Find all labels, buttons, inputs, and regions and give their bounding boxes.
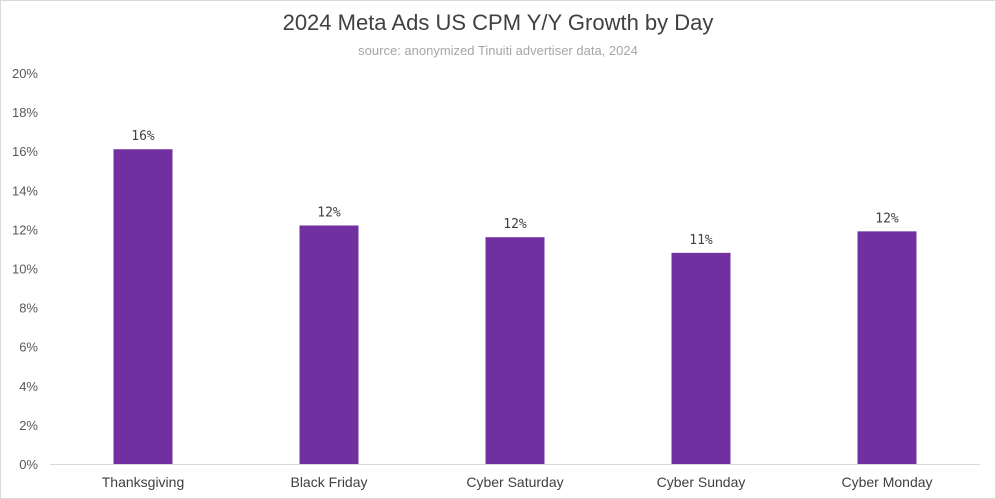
y-tick-label: 14%: [12, 183, 38, 198]
data-label: 12%: [503, 217, 527, 232]
data-label: 11%: [689, 233, 713, 248]
category-label: Black Friday: [290, 474, 367, 490]
chart-subtitle: source: anonymized Tinuiti advertiser da…: [358, 43, 638, 58]
category-label: Cyber Monday: [841, 474, 932, 490]
y-tick-label: 16%: [12, 144, 38, 159]
chart-title: 2024 Meta Ads US CPM Y/Y Growth by Day: [282, 10, 714, 35]
y-tick-label: 2%: [19, 418, 38, 433]
category-label: Cyber Saturday: [466, 474, 563, 490]
data-label: 16%: [131, 129, 155, 144]
category-label: Thanksgiving: [102, 474, 185, 490]
data-labels: 16% 12% 12% 11% 12%: [131, 129, 899, 248]
y-tick-label: 4%: [19, 379, 38, 394]
y-tick-label: 20%: [12, 66, 38, 81]
bar: [299, 225, 359, 464]
bar-series: [113, 149, 917, 464]
y-tick-label: 12%: [12, 222, 38, 237]
category-label: Cyber Sunday: [657, 474, 746, 490]
bar: [485, 237, 545, 464]
bar: [857, 231, 917, 464]
category-labels: Thanksgiving Black Friday Cyber Saturday Cy…: [102, 474, 933, 490]
y-tick-label: 10%: [12, 262, 38, 277]
y-tick-label: 0%: [19, 457, 38, 472]
y-tick-label: 8%: [19, 301, 38, 316]
data-label: 12%: [317, 205, 341, 220]
bar: [113, 149, 173, 464]
bar: [671, 252, 731, 464]
data-label: 12%: [875, 211, 899, 226]
y-tick-label: 18%: [12, 105, 38, 120]
y-axis-ticks: 0% 2% 4% 6% 8% 10% 12% 14% 16% 18% 20%: [12, 66, 38, 472]
y-tick-label: 6%: [19, 340, 38, 355]
